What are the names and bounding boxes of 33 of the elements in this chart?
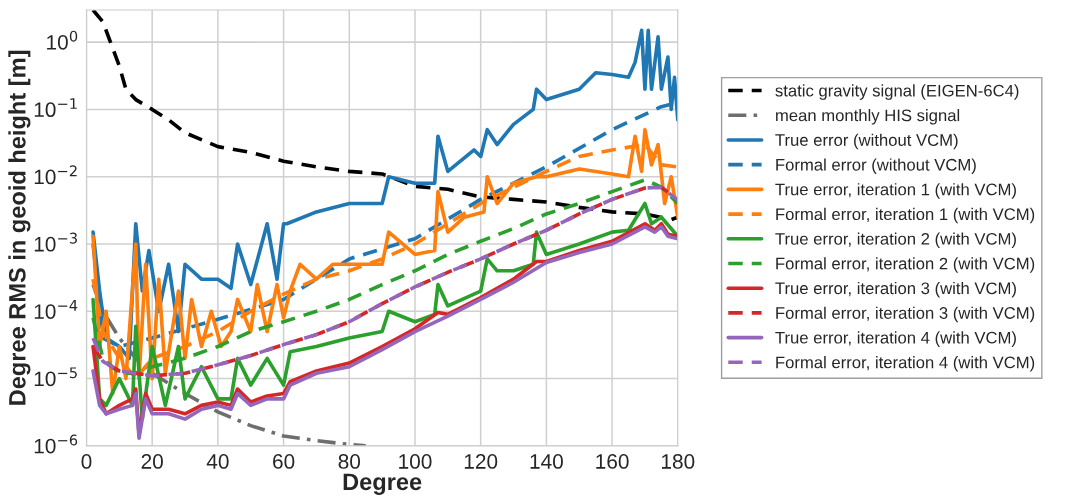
y-tick-label: 10$^{−6}$ [34, 434, 78, 454]
y-tick-label: 10$^{−3}$ [34, 232, 77, 252]
x-tick-label: 180 [662, 454, 695, 469]
legend-label: True error, iteration 3 (with VCM) [775, 281, 1016, 298]
x-tick-label: 160 [596, 454, 629, 469]
legend-label: Formal error (without VCM) [776, 158, 976, 174]
x-tick-label: 140 [530, 454, 563, 469]
line-series [91, 10, 678, 222]
legend-label: True error, iteration 2 (with VCM) [775, 232, 1016, 249]
x-tick-label: 100 [399, 454, 432, 469]
x-tick-label: 0 [81, 454, 92, 469]
y-tick-label: 10$^{0}$ [47, 30, 78, 50]
legend-label: True error, iteration 4 (with VCM) [775, 331, 1016, 347]
x-tick-label: 80 [338, 454, 361, 469]
y-tick-label: 10$^{−5}$ [34, 367, 77, 387]
legend-label: static gravity signal (EIGEN-6C4) [775, 84, 1019, 100]
x-tick-label: 40 [206, 454, 229, 469]
legend-label: Formal error, iteration 3 (with VCM) [776, 306, 1035, 323]
x-tick-label: 20 [141, 454, 163, 469]
x-axis-title: Degree [343, 473, 422, 495]
legend-label: True error, iteration 1 (with VCM) [775, 183, 1016, 199]
legend-label: True error (without VCM) [775, 133, 958, 150]
y-tick-label: 10$^{−2}$ [34, 165, 77, 185]
legend-label: mean monthly HIS signal [776, 109, 960, 125]
line-series [91, 282, 368, 446]
y-tick-label: 10$^{−4}$ [34, 300, 78, 319]
y-tick-label: 10$^{−1}$ [34, 98, 77, 118]
x-tick-label: 120 [464, 454, 498, 469]
x-tick-label: 60 [273, 454, 295, 469]
legend-label: Formal error, iteration 4 (with VCM) [776, 356, 1035, 372]
legend-label: Formal error, iteration 1 (with VCM) [776, 207, 1035, 224]
legend-label: Formal error, iteration 2 (with VCM) [776, 257, 1035, 273]
y-axis-title: Degree RMS in geoid height [m] [8, 50, 31, 405]
